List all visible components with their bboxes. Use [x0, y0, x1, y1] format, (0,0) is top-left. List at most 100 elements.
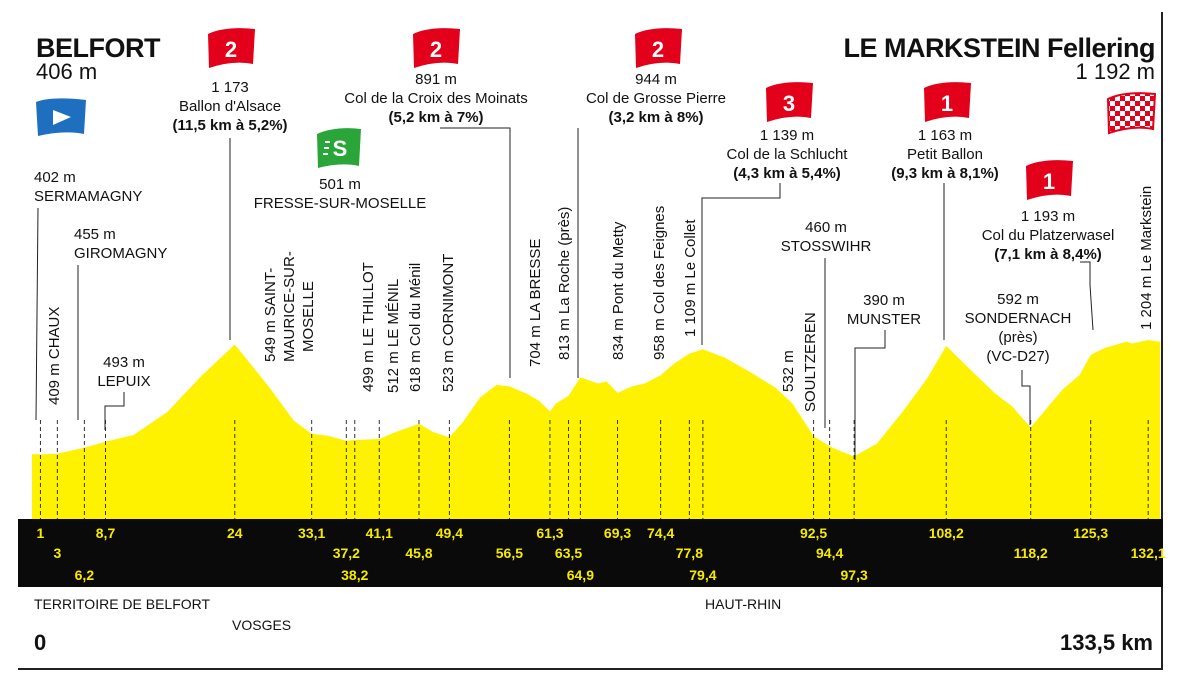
km-marker-label: 8,7 — [95, 525, 116, 541]
km-marker-label: 3 — [53, 545, 62, 561]
climb-altitude: 891 m — [415, 71, 457, 88]
km-marker-label: 74,4 — [647, 525, 675, 541]
department-label: HAUT-RHIN — [705, 596, 782, 612]
km-marker-label: 125,3 — [1073, 525, 1109, 541]
climb-altitude: 1 163 m — [917, 127, 973, 144]
climb-category: 2 — [225, 37, 237, 62]
km-marker-label: 77,8 — [675, 545, 703, 561]
km-marker-label: 108,2 — [928, 525, 964, 541]
vertical-place-label: 512 m LE MÉNIL — [385, 278, 402, 393]
green-sprint-icon: S — [317, 128, 361, 168]
climb-category-badge: 2 — [208, 28, 255, 69]
climb-category: 2 — [652, 37, 664, 62]
sprint-altitude: 501 m — [319, 176, 361, 193]
place-name: SONDERNACH — [964, 310, 1072, 327]
climb-stats: (3,2 km à 8%) — [608, 109, 704, 126]
place-altitude: 592 m — [997, 291, 1039, 308]
checkered-flag-icon — [1106, 92, 1157, 135]
km-marker-label: 64,9 — [566, 567, 594, 583]
climb-stats: (4,3 km à 5,4%) — [733, 165, 841, 182]
place-altitude: 455 m — [74, 226, 116, 243]
km-marker-label: 132,1 — [1130, 545, 1166, 561]
km-marker-label: 56,5 — [495, 545, 524, 561]
km-marker-label: 61,3 — [536, 525, 564, 541]
km-marker-label: 118,2 — [1013, 545, 1048, 561]
place-altitude: 402 m — [34, 169, 76, 186]
km-marker-label: 92,5 — [799, 525, 828, 541]
vertical-place-label: 813 m La Roche (près) — [556, 206, 573, 360]
finish-town: LE MARKSTEIN Fellering — [843, 33, 1155, 63]
km-marker-label: 63,5 — [554, 545, 583, 561]
vertical-place-label: 549 m SAINT- — [262, 267, 279, 362]
climb-altitude: 1 139 m — [759, 127, 815, 144]
place-altitude: 493 m — [103, 354, 145, 371]
km-marker-label: 33,1 — [298, 525, 326, 541]
km-marker-label: 1 — [36, 525, 45, 541]
place-altitude: 460 m — [805, 219, 847, 236]
climb-name: Ballon d'Alsace — [178, 98, 282, 115]
climb-altitude: 944 m — [635, 71, 677, 88]
climb-stats: (11,5 km à 5,2%) — [172, 117, 288, 134]
climb-altitude: 1 173 — [211, 79, 249, 96]
place-note: (près) — [998, 329, 1038, 346]
place-altitude: 390 m — [863, 292, 905, 309]
km-band — [18, 519, 1163, 587]
place-name: MUNSTER — [846, 311, 922, 328]
department-label: TERRITOIRE DE BELFORT — [34, 596, 211, 612]
distance-end: 133,5 km — [1060, 630, 1153, 655]
start-altitude: 406 m — [36, 59, 98, 84]
frame — [18, 12, 1163, 670]
sprint-symbol: S — [333, 136, 348, 161]
km-marker-label: 38,2 — [341, 567, 369, 583]
km-marker-label: 45,8 — [405, 545, 433, 561]
climb-name: Petit Ballon — [907, 146, 983, 163]
vertical-place-label: MOSELLE — [300, 281, 317, 352]
place-name: SERMAMAGNY — [34, 188, 143, 205]
vertical-place-label: 1 204 m Le Markstein — [1138, 185, 1155, 330]
climb-category: 3 — [783, 91, 795, 116]
start-town: BELFORT — [36, 33, 161, 63]
vertical-place-label: 499 m LE THILLOT — [360, 262, 377, 392]
climb-category-badge: 1 — [924, 82, 971, 122]
vertical-place-label: 409 m CHAUX — [46, 306, 63, 405]
km-marker-label: 6,2 — [74, 567, 95, 583]
marker-lines — [39, 420, 1149, 519]
department-label: VOSGES — [232, 617, 292, 633]
climb-name: Col du Platzerwasel — [981, 227, 1115, 244]
km-marker-label: 69,3 — [603, 525, 632, 541]
vertical-place-label: 958 m Col des Feignes — [651, 205, 668, 360]
start-flag-icon — [36, 98, 86, 136]
place-name: LEPUIX — [97, 373, 151, 390]
km-marker-label: 41,1 — [365, 525, 393, 541]
finish-altitude: 1 192 m — [1075, 59, 1156, 84]
distance-start: 0 — [34, 630, 47, 655]
km-marker-label: 97,3 — [840, 567, 868, 583]
place-name: STOSSWIHR — [780, 238, 872, 255]
climb-category-badge: 3 — [766, 82, 813, 122]
vertical-place-label: MAURICE-SUR- — [281, 251, 298, 362]
climb-category-badge: 2 — [635, 28, 682, 69]
climb-category: 1 — [941, 91, 953, 116]
place-note: (VC-D27) — [986, 348, 1050, 365]
climb-altitude: 1 193 m — [1020, 208, 1076, 225]
climb-category: 2 — [430, 37, 442, 62]
climb-name: Col de la Schlucht — [726, 146, 848, 163]
climb-stats: (5,2 km à 7%) — [388, 109, 484, 126]
vertical-place-label: 618 m Col du Ménil — [407, 262, 424, 392]
km-marker-label: 37,2 — [332, 545, 360, 561]
km-marker-label: 49,4 — [435, 525, 464, 541]
climb-name: Col de la Croix des Moinats — [344, 90, 528, 107]
vertical-place-label: SOULTZEREN — [802, 312, 819, 412]
km-marker-label: 94,4 — [816, 545, 844, 561]
vertical-place-label: 523 m CORNIMONT — [440, 253, 457, 392]
vertical-place-label: 704 m LA BRESSE — [527, 238, 544, 367]
elevation-profile — [32, 340, 1160, 519]
km-marker-label: 79,4 — [689, 567, 717, 583]
climb-name: Col de Grosse Pierre — [585, 90, 727, 107]
climb-category: 1 — [1043, 169, 1055, 194]
climb-category-badge: 1 — [1026, 160, 1073, 200]
vertical-place-label: 1 109 m Le Collet — [682, 219, 699, 337]
sprint-name: FRESSE-SUR-MOSELLE — [253, 195, 427, 212]
vertical-place-label: 532 m — [780, 350, 797, 392]
